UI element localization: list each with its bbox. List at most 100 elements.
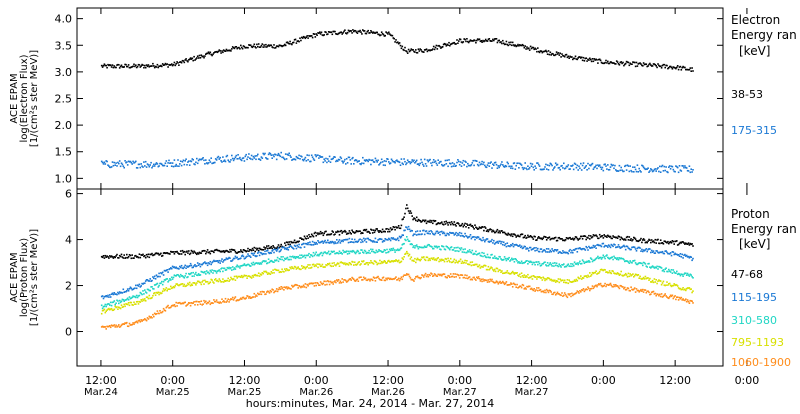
data-point xyxy=(608,258,611,260)
data-point xyxy=(344,158,346,161)
data-point xyxy=(231,154,233,157)
data-point xyxy=(644,63,647,65)
data-point xyxy=(543,235,545,238)
data-point xyxy=(300,237,302,239)
data-point xyxy=(685,298,687,300)
data-point xyxy=(497,283,500,285)
data-point xyxy=(254,296,256,298)
data-point xyxy=(429,219,431,222)
data-point xyxy=(389,239,392,242)
data-point xyxy=(475,236,477,238)
data-point xyxy=(388,161,390,163)
data-point xyxy=(578,277,580,280)
data-point xyxy=(315,251,317,254)
data-point xyxy=(114,303,116,306)
data-point xyxy=(229,248,231,251)
data-point xyxy=(186,250,188,253)
data-point xyxy=(483,229,485,232)
data-point xyxy=(329,233,332,236)
data-point xyxy=(249,248,251,251)
data-point xyxy=(221,250,223,252)
data-point xyxy=(618,236,621,238)
data-point xyxy=(585,165,587,167)
data-point xyxy=(535,289,537,291)
data-point xyxy=(371,229,373,231)
data-point xyxy=(544,289,546,292)
data-point xyxy=(397,160,400,163)
data-point xyxy=(345,238,348,241)
data-point xyxy=(134,295,136,298)
data-point xyxy=(547,237,550,239)
data-point xyxy=(307,285,309,287)
data-point xyxy=(437,159,439,161)
data-point xyxy=(145,319,148,322)
data-point xyxy=(119,165,122,168)
data-point xyxy=(682,257,684,259)
data-point xyxy=(122,323,125,325)
data-point xyxy=(563,55,565,57)
data-point xyxy=(276,269,279,272)
data-point xyxy=(550,278,552,281)
data-point xyxy=(489,40,491,42)
data-point xyxy=(437,45,439,47)
data-point xyxy=(568,294,570,296)
data-point xyxy=(495,38,498,40)
data-point xyxy=(493,282,496,284)
data-point xyxy=(628,64,631,67)
data-point xyxy=(406,252,409,255)
data-point xyxy=(164,288,167,291)
data-point xyxy=(523,274,526,276)
data-point xyxy=(101,325,104,328)
data-point xyxy=(313,159,316,161)
data-point xyxy=(351,260,353,263)
data-point xyxy=(350,263,352,266)
data-point xyxy=(250,154,253,157)
data-point xyxy=(466,251,468,254)
data-point xyxy=(495,163,498,166)
data-point xyxy=(113,292,116,294)
data-point xyxy=(127,302,130,304)
data-point xyxy=(430,49,432,51)
data-point xyxy=(450,165,453,168)
data-point xyxy=(306,254,308,257)
xtick-time-label: 0:00 xyxy=(735,374,760,387)
data-point xyxy=(401,45,404,48)
data-point xyxy=(362,276,365,279)
data-point xyxy=(578,292,580,294)
data-point xyxy=(272,261,274,263)
data-point xyxy=(224,250,227,252)
data-point xyxy=(461,251,464,253)
data-point xyxy=(427,232,430,235)
data-point xyxy=(112,309,115,311)
data-point xyxy=(537,250,540,253)
data-point xyxy=(298,257,300,259)
data-point xyxy=(649,62,651,65)
data-point xyxy=(466,235,468,238)
data-point xyxy=(664,284,666,287)
data-point xyxy=(476,237,478,239)
data-point xyxy=(424,49,427,51)
data-point xyxy=(636,164,639,166)
data-point xyxy=(197,273,200,275)
data-point xyxy=(267,258,270,260)
data-point xyxy=(642,288,644,291)
data-point xyxy=(126,290,128,292)
data-point xyxy=(402,234,404,236)
data-point xyxy=(458,260,460,263)
data-point xyxy=(397,259,400,262)
data-point xyxy=(250,277,253,279)
data-point xyxy=(188,250,190,252)
data-point xyxy=(446,159,448,162)
data-point xyxy=(610,243,613,246)
data-point xyxy=(221,258,223,260)
data-point xyxy=(129,254,132,257)
data-point xyxy=(406,204,408,206)
data-point xyxy=(344,239,346,241)
data-point xyxy=(457,159,459,161)
data-point xyxy=(554,166,556,168)
data-point xyxy=(676,244,679,246)
data-point xyxy=(118,257,120,259)
data-point xyxy=(136,300,139,303)
data-point xyxy=(174,267,177,269)
data-point xyxy=(273,44,275,46)
